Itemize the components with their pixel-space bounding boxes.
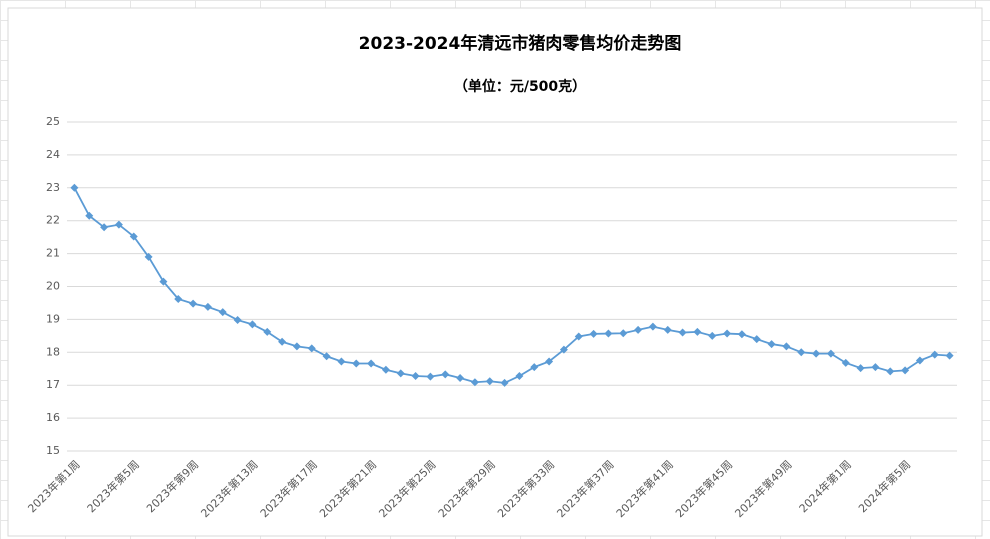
data-point xyxy=(114,220,123,229)
data-point xyxy=(367,359,376,368)
y-tick-label: 20 xyxy=(46,280,60,293)
data-point xyxy=(708,331,717,340)
data-point xyxy=(856,364,865,373)
data-point xyxy=(189,299,198,308)
data-point xyxy=(144,252,153,261)
y-tick-label: 24 xyxy=(46,148,60,161)
data-point xyxy=(500,378,509,387)
data-point xyxy=(752,335,761,344)
chart-title: 2023-2024年清远市猪肉零售均价走势图 xyxy=(359,33,682,54)
data-point xyxy=(396,369,405,378)
data-point xyxy=(307,344,316,353)
data-point xyxy=(634,325,643,334)
data-point xyxy=(485,377,494,386)
data-point xyxy=(530,363,539,372)
data-point xyxy=(352,359,361,368)
y-tick-label: 19 xyxy=(46,312,60,325)
data-point xyxy=(797,348,806,357)
data-point xyxy=(292,342,301,351)
data-point xyxy=(322,352,331,361)
data-point xyxy=(737,330,746,339)
data-point xyxy=(619,329,628,338)
data-point xyxy=(678,328,687,337)
data-point xyxy=(426,372,435,381)
data-point xyxy=(604,329,613,338)
data-point xyxy=(70,183,79,192)
data-point xyxy=(767,340,776,349)
chart-area xyxy=(7,7,983,537)
data-point xyxy=(574,332,583,341)
data-point xyxy=(129,232,138,241)
data-point xyxy=(886,367,895,376)
data-point xyxy=(693,327,702,336)
y-tick-label: 18 xyxy=(46,345,60,358)
y-tick-label: 17 xyxy=(46,378,60,391)
y-tick-label: 23 xyxy=(46,181,60,194)
data-point xyxy=(159,277,168,286)
data-point xyxy=(218,308,227,317)
data-point xyxy=(901,366,910,375)
data-point xyxy=(545,357,554,366)
data-point xyxy=(663,325,672,334)
y-tick-label: 21 xyxy=(46,247,60,260)
data-point xyxy=(723,329,732,338)
data-point xyxy=(248,320,257,329)
data-point xyxy=(812,349,821,358)
y-tick-label: 15 xyxy=(46,444,60,457)
data-point xyxy=(841,358,850,367)
data-point xyxy=(456,373,465,382)
data-point xyxy=(945,351,954,360)
data-point xyxy=(589,329,598,338)
data-point xyxy=(263,327,272,336)
data-point xyxy=(826,349,835,358)
data-point xyxy=(441,370,450,379)
data-point xyxy=(203,302,212,311)
data-point xyxy=(381,365,390,374)
data-point xyxy=(648,322,657,331)
data-point xyxy=(278,337,287,346)
data-point xyxy=(233,316,242,325)
data-point xyxy=(100,223,109,232)
data-point xyxy=(337,357,346,366)
data-point xyxy=(411,371,420,380)
data-point xyxy=(515,371,524,380)
data-point xyxy=(915,356,924,365)
data-point xyxy=(470,378,479,387)
data-point xyxy=(174,295,183,304)
data-point xyxy=(871,363,880,372)
chart-subtitle: （单位：元/500克） xyxy=(454,78,586,95)
data-point xyxy=(782,342,791,351)
data-point xyxy=(559,345,568,354)
y-tick-label: 16 xyxy=(46,411,60,424)
y-tick-label: 22 xyxy=(46,214,60,227)
data-point xyxy=(930,350,939,359)
data-point xyxy=(85,211,94,220)
y-tick-label: 25 xyxy=(46,115,60,128)
